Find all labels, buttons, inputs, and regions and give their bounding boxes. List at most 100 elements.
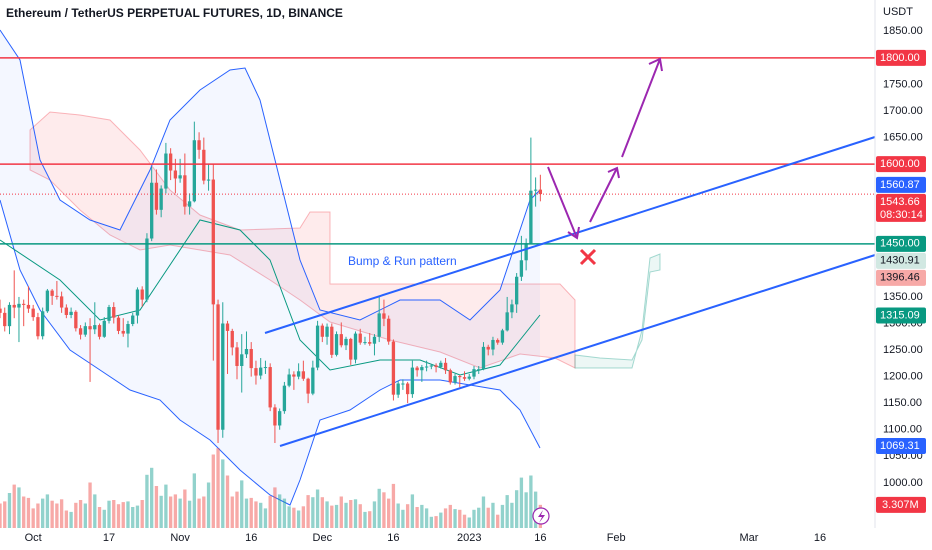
volume-bar xyxy=(183,489,187,528)
candle-body xyxy=(372,336,377,344)
volume-label-box xyxy=(876,496,926,513)
volume-bar xyxy=(64,510,69,528)
volume-bar xyxy=(429,516,433,528)
price-label-box xyxy=(876,269,926,286)
y-tick-label: 1850.00 xyxy=(883,25,923,37)
candle-body xyxy=(41,311,45,337)
volume-bar xyxy=(140,500,144,528)
volume-bar xyxy=(164,484,168,528)
candle-body xyxy=(477,369,481,371)
candle-body xyxy=(93,325,97,330)
candle-body xyxy=(315,325,320,368)
candle-body xyxy=(254,368,258,376)
x-tick-label: Nov xyxy=(170,532,190,544)
candle-body xyxy=(353,333,358,360)
candle-body xyxy=(197,140,201,150)
volume-bar xyxy=(505,495,509,528)
candle-body xyxy=(481,346,486,370)
candle-body xyxy=(439,362,443,368)
volume-bar xyxy=(387,498,391,528)
arrow-down xyxy=(547,166,580,240)
volume-bar xyxy=(88,482,92,528)
candle-body xyxy=(69,311,73,315)
volume-bar xyxy=(439,512,443,528)
volume-bar xyxy=(126,501,130,528)
candle-body xyxy=(211,179,215,305)
volume-bar xyxy=(339,496,343,528)
candle-body xyxy=(349,338,353,360)
volume-bar xyxy=(230,496,234,528)
candle-body xyxy=(387,318,391,342)
volume-bar xyxy=(320,497,324,528)
volume-bar xyxy=(74,502,78,528)
x-tick-label: 16 xyxy=(534,532,546,544)
volume-bar xyxy=(107,500,111,528)
candle-body xyxy=(296,371,301,377)
candle-body xyxy=(45,290,50,312)
marks xyxy=(0,57,875,528)
candle-body xyxy=(334,334,339,355)
candle-body xyxy=(320,325,324,337)
candle-body xyxy=(472,369,476,377)
x-tick-label: Dec xyxy=(313,532,333,544)
volume-bar xyxy=(486,507,490,528)
volume-bar xyxy=(296,510,301,528)
volume-bar xyxy=(477,507,481,528)
volume-bar xyxy=(154,486,159,528)
candle-body xyxy=(415,367,419,371)
volume-bar xyxy=(197,498,201,528)
candle-body xyxy=(462,377,467,379)
price-label: 1430.91 xyxy=(880,255,920,267)
candle-body xyxy=(339,334,343,346)
candle-body xyxy=(273,407,277,426)
volume-bar xyxy=(240,480,244,528)
candle-body xyxy=(116,317,121,331)
candle-body xyxy=(225,323,230,331)
volume-bar xyxy=(311,497,315,528)
y-tick-label: 1750.00 xyxy=(883,78,923,90)
volume-bar xyxy=(529,475,533,528)
bollinger-upper xyxy=(0,29,541,321)
price-label: 1069.31 xyxy=(880,440,920,452)
volume-bar xyxy=(391,483,396,528)
drawings: Bump & Run pattern xyxy=(264,57,876,525)
candle-body xyxy=(135,289,140,316)
candle-body xyxy=(325,326,329,337)
volume-bar xyxy=(225,475,230,528)
volume-bar xyxy=(481,496,486,528)
candle-body xyxy=(97,325,102,337)
volume-bar xyxy=(458,509,462,528)
price-label: 1543.66 xyxy=(880,196,920,208)
candle-body xyxy=(424,366,429,368)
price-label: 1560.87 xyxy=(880,179,920,191)
volume-bar xyxy=(301,506,306,528)
chart-title: Ethereum / TetherUS PERPETUAL FUTURES, 1… xyxy=(6,6,343,20)
volume-bar xyxy=(159,495,163,528)
volume-bar xyxy=(353,499,358,528)
candle-body xyxy=(287,374,291,386)
x-tick-label: 16 xyxy=(245,532,257,544)
candle-body xyxy=(519,260,524,277)
candle-body xyxy=(187,201,192,207)
candle-body xyxy=(268,367,272,408)
volume-bar xyxy=(41,498,45,528)
price-label: 1396.46 xyxy=(880,272,920,284)
candle-body xyxy=(514,276,519,305)
price-label: 1315.09 xyxy=(880,309,920,321)
candle-body xyxy=(429,365,433,367)
volume-bar xyxy=(36,503,40,528)
volume-bar xyxy=(500,504,505,528)
trend-line-upper xyxy=(264,136,876,334)
candle-body xyxy=(78,328,83,335)
candle-body xyxy=(382,313,386,319)
volume-bar xyxy=(292,507,296,528)
volume-bar xyxy=(462,514,467,528)
candle-body xyxy=(235,347,239,366)
candle-body xyxy=(240,354,244,366)
candle-body xyxy=(74,311,78,329)
y-tick-label: 1700.00 xyxy=(883,105,923,117)
candle-body xyxy=(249,348,253,369)
candle-body xyxy=(282,385,287,412)
volume-bar xyxy=(55,503,59,528)
